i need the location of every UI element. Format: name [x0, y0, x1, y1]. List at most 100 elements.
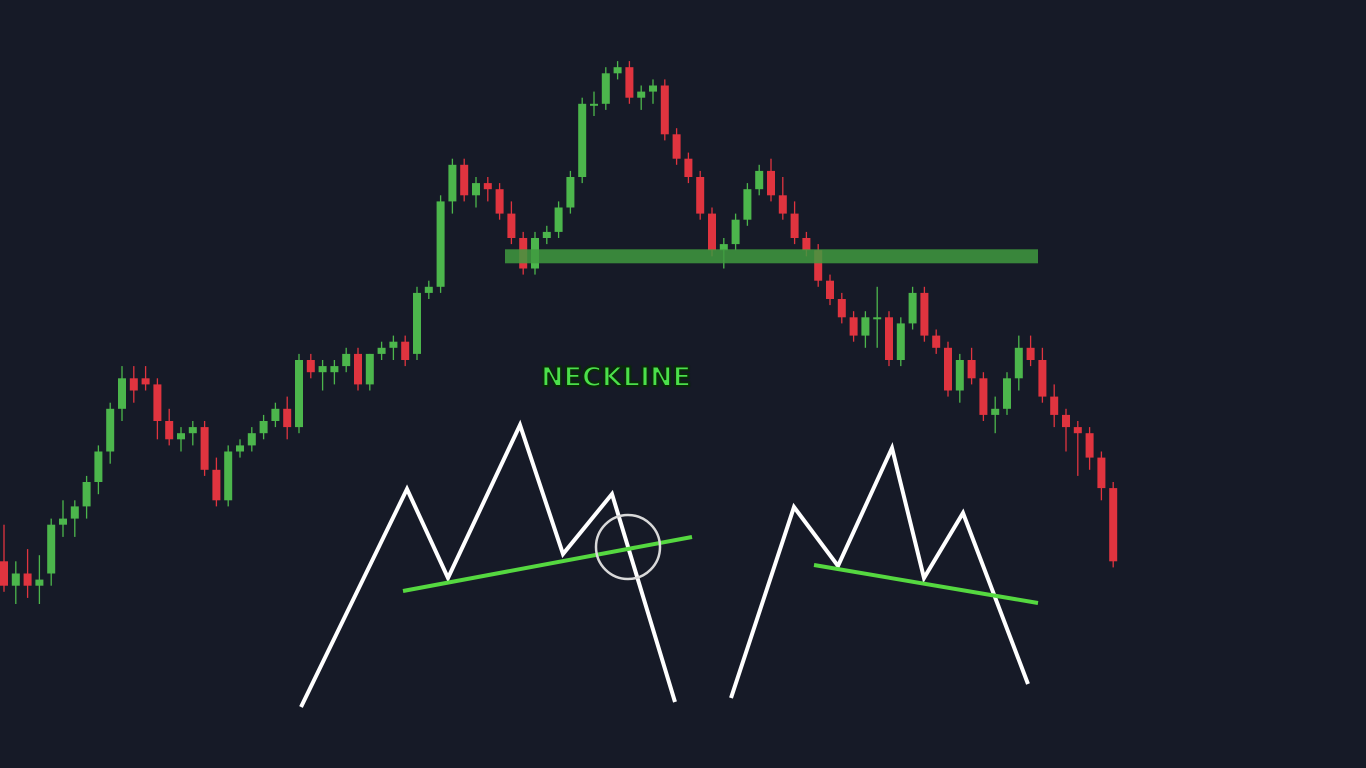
candle-down [672, 134, 681, 159]
candle-up [177, 433, 185, 440]
candle-up [188, 427, 197, 434]
breakout-highlight-circle [594, 513, 662, 581]
candle-up [755, 170, 764, 190]
candle-up [719, 244, 728, 251]
diagram-left-zigzag [299, 419, 677, 708]
candle-up [413, 292, 421, 354]
candle-down [767, 170, 775, 196]
candle-down [23, 573, 32, 586]
candle-down [684, 158, 693, 177]
candle-down [129, 378, 138, 391]
candle-up [991, 408, 1000, 415]
candle-up [1014, 347, 1023, 379]
candle-down [932, 335, 941, 348]
candle-up [554, 207, 563, 232]
candle-down [1026, 347, 1035, 360]
candle-up [295, 360, 303, 428]
candle-down [200, 427, 209, 470]
candle-down [1109, 488, 1118, 562]
candlestick-series [0, 61, 1118, 604]
candle-down [802, 238, 811, 251]
neckline-label: NECKLINE [540, 361, 692, 394]
diagram-left-neckline [402, 535, 693, 593]
candle-up [365, 353, 374, 385]
candle-up [35, 579, 44, 586]
candle-up [59, 518, 67, 525]
candle-down [979, 378, 988, 415]
candle-down [1062, 414, 1070, 428]
candle-up [118, 378, 126, 409]
candle-up [601, 73, 610, 104]
diagram-right-zigzag [729, 441, 1030, 699]
candle-up [613, 67, 622, 74]
candle-up [271, 408, 280, 421]
candle-down [0, 561, 8, 586]
candle-down [837, 299, 846, 318]
candle-up [436, 201, 445, 287]
candle-down [849, 317, 858, 336]
candle-up [318, 366, 327, 373]
candle-down [885, 317, 893, 360]
candle-down [708, 213, 716, 251]
candle-down [283, 408, 292, 428]
candle-up [542, 231, 551, 238]
candle-up [330, 366, 339, 373]
candle-down [141, 378, 150, 385]
diagram-right-neckline [813, 563, 1039, 605]
candle-down [165, 421, 174, 440]
candle-up [578, 103, 587, 177]
candle-up [1003, 378, 1011, 409]
candle-down [1097, 457, 1106, 489]
candle-up [861, 317, 870, 336]
candle-up [236, 445, 244, 452]
candle-up [389, 341, 398, 348]
candle-up [649, 85, 657, 92]
candle-up [224, 451, 233, 501]
candle-up [448, 164, 457, 202]
candle-up [94, 451, 103, 482]
candle-down [460, 164, 469, 196]
candle-down [696, 177, 705, 214]
candle-down [153, 384, 162, 421]
candle-up [47, 524, 56, 574]
candle-up [11, 573, 20, 586]
candle-up [247, 433, 256, 446]
candle-down [944, 347, 952, 391]
candle-down [483, 183, 492, 190]
candle-up [424, 286, 433, 293]
candle-up [731, 219, 740, 245]
candle-up [566, 177, 575, 208]
candle-up [342, 353, 351, 367]
pattern-diagram-right [729, 441, 1039, 699]
candle-down [790, 213, 799, 238]
candle-down [354, 353, 362, 385]
candle-down [212, 469, 221, 501]
candle-down [1085, 433, 1094, 458]
candle-down [625, 67, 634, 98]
candle-down [778, 195, 787, 214]
candle-down [826, 280, 834, 299]
candle-down [401, 341, 410, 360]
candle-down [1050, 396, 1059, 415]
candle-down [967, 360, 976, 379]
candle-up [743, 189, 752, 220]
candle-up [106, 408, 115, 452]
candle-down [920, 292, 929, 336]
candle-up [377, 347, 386, 354]
neckline-band [505, 249, 1038, 264]
candle-down [495, 189, 504, 214]
candle-down [814, 250, 823, 281]
candle-up [472, 183, 480, 196]
candle-down [1038, 360, 1047, 397]
candle-up [908, 292, 917, 324]
candle-up [955, 360, 964, 391]
candle-up [70, 506, 79, 519]
candle-up [896, 323, 905, 360]
candle-down [507, 213, 516, 238]
candle-up [590, 103, 598, 106]
candle-down [660, 85, 669, 135]
candle-up [82, 482, 91, 507]
candle-up [259, 421, 268, 434]
